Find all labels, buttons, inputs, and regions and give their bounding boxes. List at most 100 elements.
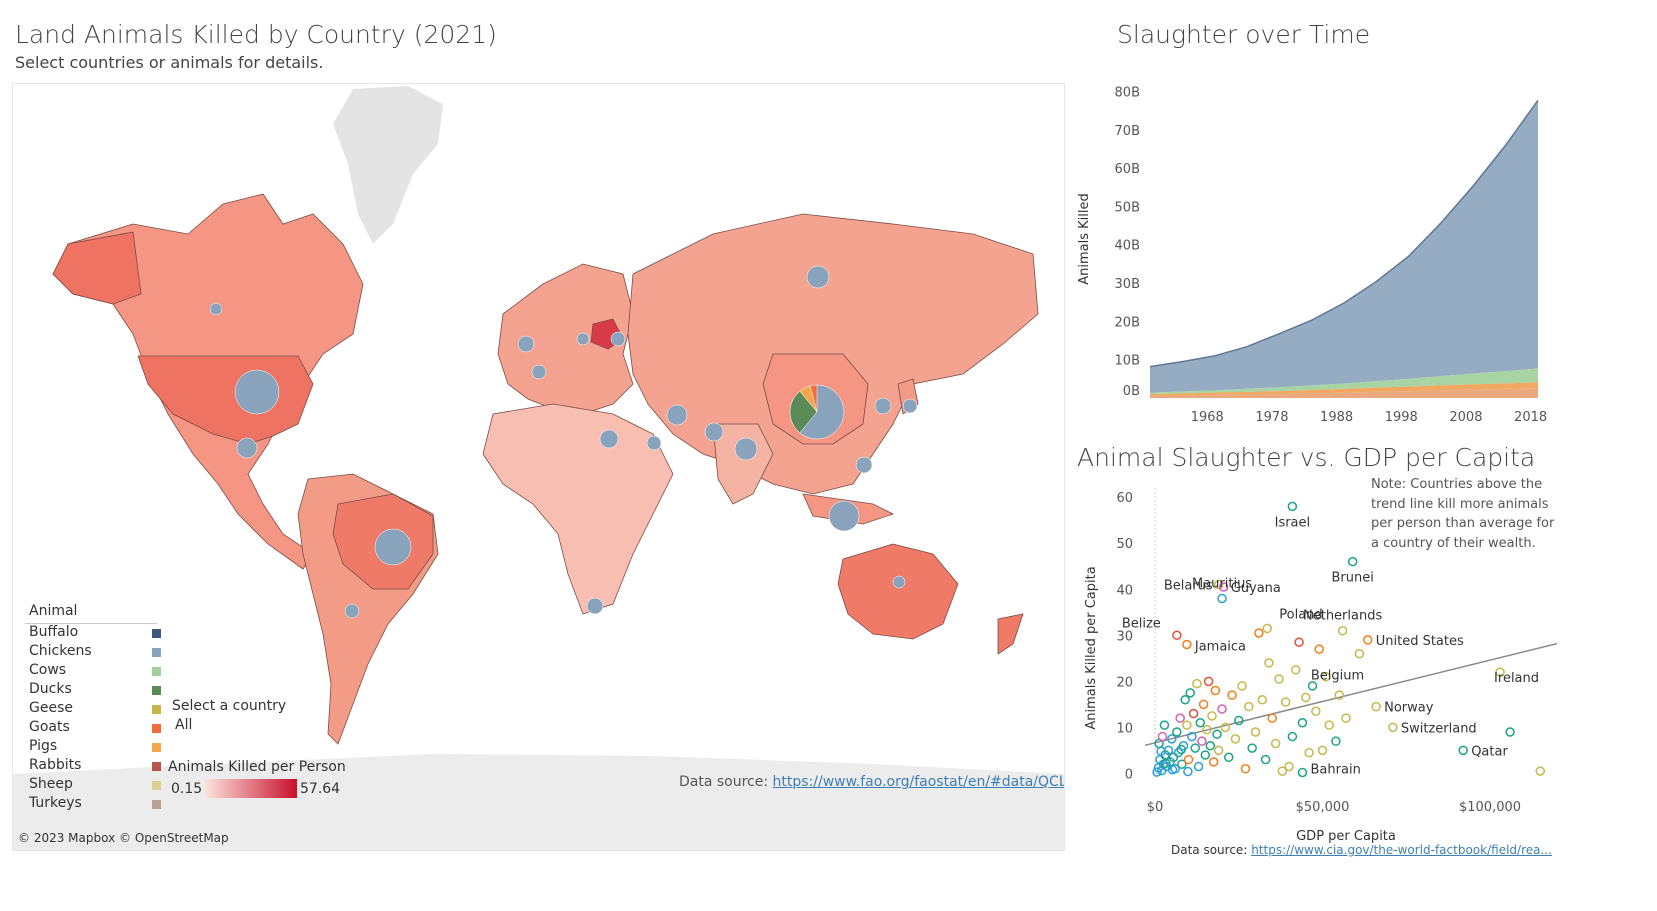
scatter-point-labeled[interactable] — [1182, 639, 1192, 650]
scatter-point[interactable] — [1505, 727, 1515, 737]
scatter-point[interactable] — [1341, 713, 1351, 723]
country-pie[interactable] — [599, 429, 619, 449]
scatter-point[interactable] — [1234, 715, 1244, 726]
country-pie[interactable] — [892, 575, 906, 589]
country-pie[interactable] — [517, 335, 535, 353]
new-zealand-shape[interactable] — [997, 613, 1024, 655]
world-map[interactable]: Animal Buffalo Chickens Cows Ducks Geese Goat… — [12, 83, 1065, 851]
scatter-point-labeled[interactable] — [1371, 701, 1381, 712]
scatter-chart[interactable]: 0 10 20 30 40 50 60 $0 $50,000 $100,000 GDP per Ca… — [1070, 478, 1650, 848]
country-pie[interactable] — [531, 364, 547, 380]
scatter-point[interactable] — [1183, 754, 1194, 765]
scatter-point[interactable] — [1240, 764, 1251, 774]
scatter-point[interactable] — [1230, 734, 1241, 744]
scatter-point[interactable] — [1287, 731, 1298, 742]
scatter-point[interactable] — [1167, 734, 1177, 744]
scatter-point-labeled[interactable] — [1317, 745, 1328, 756]
animal-legend-item-ducks[interactable]: Ducks — [29, 681, 161, 700]
scatter-point[interactable] — [1294, 637, 1304, 647]
country-pie[interactable] — [209, 302, 223, 316]
scatter-point[interactable] — [1182, 720, 1192, 730]
scatter-point[interactable] — [1167, 764, 1178, 775]
country-pie[interactable] — [586, 597, 604, 615]
country-pie[interactable] — [806, 265, 830, 289]
scatter-point[interactable] — [1354, 648, 1365, 659]
country-pie[interactable] — [734, 437, 758, 461]
scatter-point-labeled[interactable] — [1337, 625, 1348, 636]
time-area-series[interactable] — [1150, 368, 1538, 395]
scatter-point[interactable] — [1197, 736, 1207, 746]
animal-legend-item-sheep[interactable]: Sheep — [29, 776, 161, 795]
scatter-point[interactable] — [1270, 738, 1281, 749]
scatter-point[interactable] — [1223, 752, 1234, 763]
scatter-point[interactable] — [1200, 750, 1211, 760]
scatter-point[interactable] — [1207, 711, 1217, 721]
scatter-point[interactable] — [1297, 767, 1308, 778]
scatter-point[interactable] — [1280, 697, 1291, 707]
animal-legend-item-cows[interactable]: Cows — [29, 662, 161, 681]
map-source-link[interactable]: https://www.fao.org/faostat/en/#data/QCL — [772, 774, 1065, 790]
time-area-series[interactable] — [1150, 382, 1538, 396]
scatter-point[interactable] — [1190, 743, 1200, 753]
country-pie[interactable] — [234, 369, 280, 415]
scatter-point-labeled[interactable] — [1287, 501, 1298, 512]
scatter-point[interactable] — [1203, 676, 1214, 687]
scatter-point-labeled[interactable] — [1213, 579, 1224, 590]
scatter-point[interactable] — [1220, 722, 1231, 733]
country-pie[interactable] — [666, 404, 688, 426]
scatter-point[interactable] — [1324, 720, 1334, 730]
scatter-point-labeled[interactable] — [1218, 582, 1229, 592]
scatter-point[interactable] — [1180, 694, 1190, 705]
scatter-point[interactable] — [1157, 731, 1168, 742]
scatter-point[interactable] — [1156, 746, 1166, 757]
scatter-point[interactable] — [1297, 718, 1308, 728]
animal-legend-item-goats[interactable]: Goats — [29, 719, 161, 738]
scatter-point[interactable] — [1311, 706, 1321, 717]
country-pie[interactable] — [610, 331, 626, 347]
country-pie[interactable] — [828, 500, 860, 532]
scatter-point[interactable] — [1187, 731, 1197, 742]
scatter-point[interactable] — [1254, 628, 1264, 638]
scatter-point[interactable] — [1152, 767, 1162, 777]
animal-legend-item-buffalo[interactable]: Buffalo — [29, 624, 161, 643]
country-pie[interactable] — [236, 437, 258, 459]
scatter-point[interactable] — [1198, 699, 1209, 710]
animal-legend-item-pigs[interactable]: Pigs — [29, 738, 161, 757]
country-pie[interactable] — [855, 456, 873, 474]
scatter-point[interactable] — [1192, 678, 1202, 689]
scatter-point[interactable] — [1284, 761, 1294, 772]
scatter-point[interactable] — [1331, 736, 1341, 746]
country-pie[interactable] — [874, 397, 892, 415]
scatter-point[interactable] — [1260, 754, 1271, 765]
animal-legend-item-turkeys[interactable]: Turkeys — [29, 795, 161, 814]
scatter-point[interactable] — [1237, 681, 1247, 691]
scatter-point[interactable] — [1274, 674, 1284, 684]
country-pie[interactable] — [576, 332, 590, 346]
scatter-point[interactable] — [1159, 720, 1170, 730]
scatter-point[interactable] — [1193, 761, 1204, 772]
scatter-point[interactable] — [1213, 745, 1224, 756]
scatter-point-labeled[interactable] — [1217, 593, 1227, 604]
animal-legend-item-chickens[interactable]: Chickens — [29, 643, 161, 662]
scatter-source-link[interactable]: https://www.cia.gov/the-world-factbook/f… — [1251, 843, 1552, 857]
china-pie-wedge[interactable] — [809, 384, 818, 413]
china-pie-wedge[interactable] — [789, 390, 818, 434]
map-attribution[interactable]: © 2023 Mapbox © OpenStreetMap — [18, 831, 229, 845]
scatter-point-labeled[interactable] — [1388, 722, 1398, 733]
scatter-point-labeled[interactable] — [1262, 623, 1273, 634]
country-filter-value[interactable]: All — [175, 717, 193, 733]
scatter-point[interactable] — [1250, 727, 1261, 737]
animal-legend-item-geese[interactable]: Geese — [29, 700, 161, 719]
scatter-point[interactable] — [1175, 713, 1185, 723]
scatter-point[interactable] — [1161, 758, 1171, 769]
scatter-point[interactable] — [1257, 694, 1267, 705]
scatter-point[interactable] — [1210, 685, 1221, 696]
scatter-point[interactable] — [1264, 658, 1274, 668]
time-chart[interactable]: 0B 10B 20B 30B 40B 50B 60B 70B 80B 1968 1978 1988 19… — [1070, 65, 1650, 435]
africa-shape[interactable] — [482, 403, 674, 615]
country-pie[interactable] — [902, 398, 918, 414]
scatter-point-labeled[interactable] — [1495, 667, 1505, 677]
alaska-shape[interactable] — [52, 231, 142, 305]
scatter-point-labeled[interactable] — [1458, 745, 1468, 756]
scatter-point[interactable] — [1277, 766, 1288, 776]
